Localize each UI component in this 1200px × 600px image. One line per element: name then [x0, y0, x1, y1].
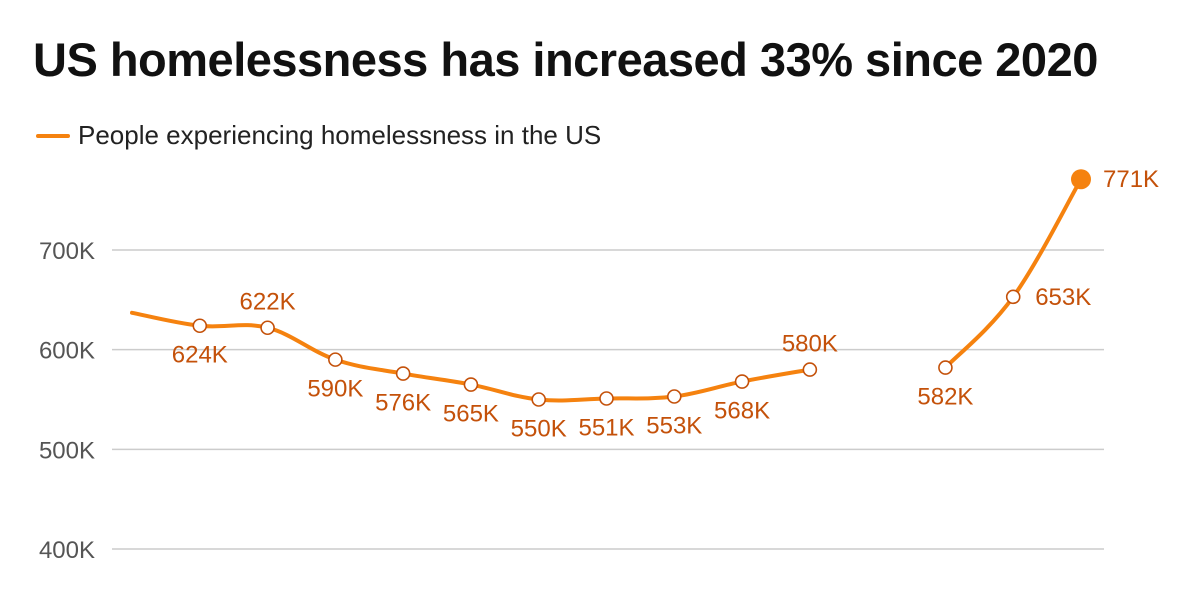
gridlines [112, 249, 1104, 550]
chart-legend: People experiencing homelessness in the … [36, 120, 601, 151]
data-point-marker [734, 374, 750, 389]
series-line-segment [943, 177, 1083, 370]
y-tick-label: 700K [39, 238, 95, 265]
data-point-marker [463, 377, 479, 392]
data-markers [192, 169, 1091, 407]
data-labels: 624K 622K 590K 576K 565K 550K 551K 553K 568K 580K… [172, 166, 1159, 442]
data-point-marker [260, 320, 275, 336]
y-tick-label: 600K [39, 338, 95, 365]
data-point-marker [531, 392, 547, 407]
data-label: 580K [782, 331, 838, 358]
y-tick-label: 500K [39, 437, 95, 464]
data-point-marker [395, 366, 411, 381]
y-tick-label: 400K [39, 537, 95, 564]
data-point-marker [192, 318, 208, 334]
data-point-marker [1005, 289, 1021, 305]
data-point-marker [938, 360, 953, 375]
data-label: 553K [646, 413, 702, 440]
data-point-marker-highlight [1071, 169, 1091, 190]
data-label: 565K [443, 401, 499, 428]
data-label: 590K [307, 376, 363, 403]
data-point-marker [599, 391, 614, 406]
data-point-marker [666, 389, 682, 404]
legend-swatch [36, 133, 70, 138]
data-label: 624K [172, 342, 228, 369]
data-label: 576K [375, 390, 431, 417]
data-point-marker [328, 352, 343, 367]
y-axis-ticks: 400K 500K 600K 700K [39, 238, 95, 564]
data-label: 771K [1103, 166, 1159, 193]
data-label: 568K [714, 398, 770, 425]
chart-title: US homelessness has increased 33% since … [33, 33, 1098, 86]
data-label: 582K [917, 384, 973, 411]
data-label: 622K [240, 289, 296, 316]
data-label: 653K [1035, 284, 1091, 311]
data-point-marker [802, 362, 818, 377]
data-label: 551K [578, 415, 634, 442]
legend-label: People experiencing homelessness in the … [78, 120, 602, 150]
data-label: 550K [511, 416, 567, 443]
